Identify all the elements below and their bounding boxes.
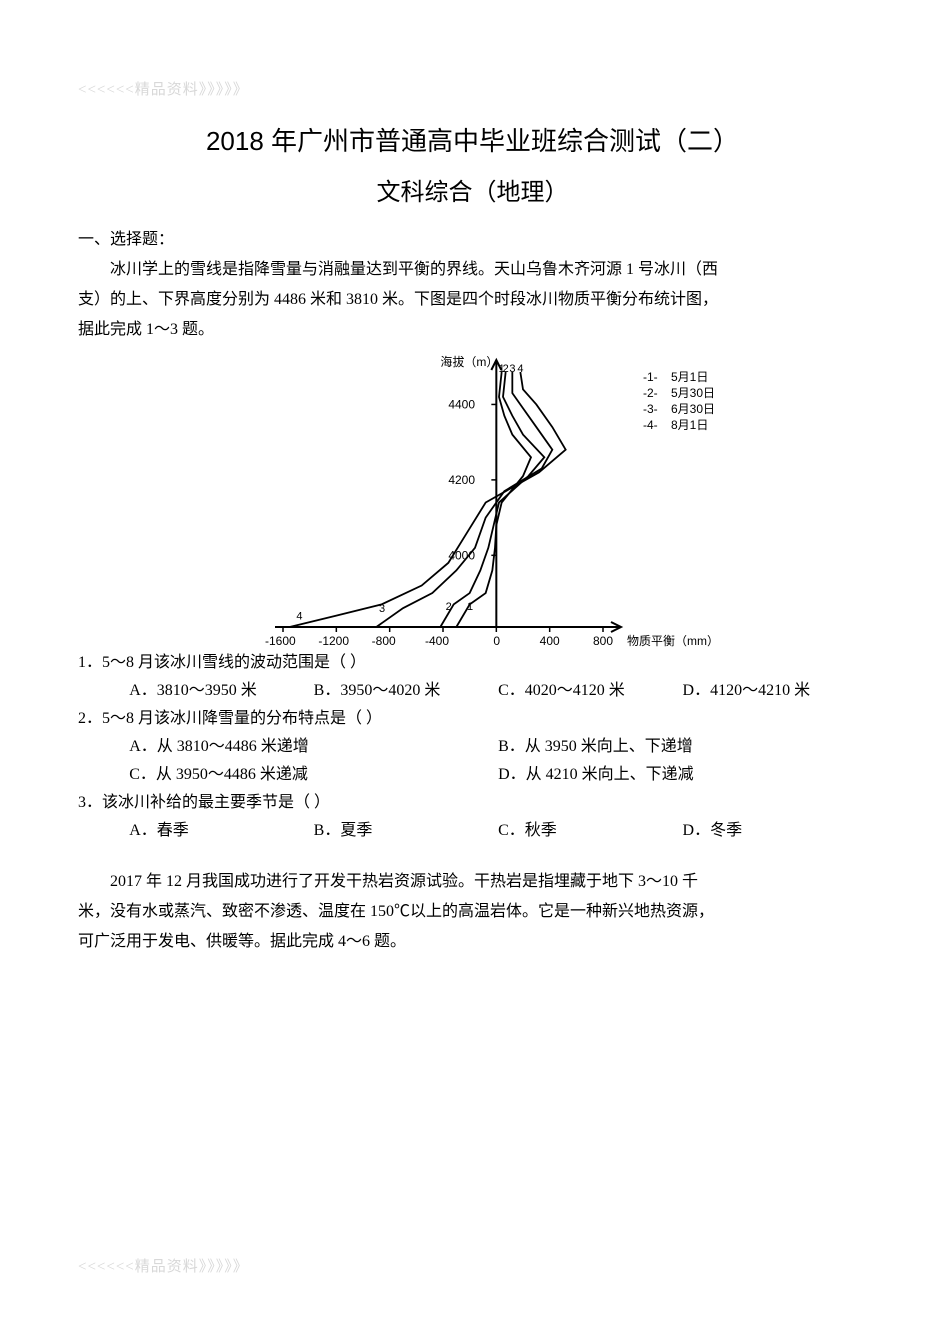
svg-text:400: 400 [539, 634, 559, 647]
svg-text:5月30日: 5月30日 [671, 386, 715, 400]
svg-text:4: 4 [296, 610, 302, 622]
q2-prompt: 2．5～8 月该冰川降雪量的分布特点是（ ） [78, 705, 867, 733]
svg-text:0: 0 [493, 634, 500, 647]
svg-text:-1600: -1600 [265, 634, 296, 647]
svg-text:2: 2 [502, 363, 508, 375]
svg-text:3: 3 [379, 603, 385, 615]
q2-opt-b: B．从 3950 米向上、下递增 [498, 733, 867, 761]
intro-line-3: 据此完成 1～3 题。 [78, 315, 867, 345]
svg-text:-1200: -1200 [318, 634, 349, 647]
svg-text:2: 2 [445, 601, 451, 613]
q3-opt-a: A．春季 [129, 817, 313, 845]
section-heading: 一、选择题： [78, 225, 867, 255]
q1-options: A．3810～3950 米 B．3950～4020 米 C．4020～4120 … [129, 677, 867, 705]
q2-opt-a: A．从 3810～4486 米递增 [129, 733, 498, 761]
svg-text:3: 3 [509, 363, 515, 375]
q1-opt-c: C．4020～4120 米 [498, 677, 682, 705]
svg-text:4400: 4400 [448, 397, 475, 411]
q2-options-row1: A．从 3810～4486 米递增 B．从 3950 米向上、下递增 [129, 733, 867, 761]
svg-text:4200: 4200 [448, 473, 475, 487]
q3-opt-c: C．秋季 [498, 817, 682, 845]
q2-options-row2: C．从 3950～4486 米递减 D．从 4210 米向上、下递减 [129, 761, 867, 789]
q2-opt-c: C．从 3950～4486 米递减 [129, 761, 498, 789]
para2-line-1: 2017 年 12 月我国成功进行了开发干热岩资源试验。干热岩是指埋藏于地下 3… [78, 867, 867, 897]
q3-opt-b: B．夏季 [314, 817, 498, 845]
q1-prompt: 1．5～8 月该冰川雪线的波动范围是（ ） [78, 649, 867, 677]
page-title-1: 2018 年广州市普通高中毕业班综合测试（二） [78, 121, 867, 158]
svg-text:-800: -800 [371, 634, 395, 647]
svg-text:-400: -400 [425, 634, 449, 647]
svg-text:-4-: -4- [643, 418, 658, 432]
svg-text:-1-: -1- [643, 370, 658, 384]
q1-opt-b: B．3950～4020 米 [314, 677, 498, 705]
svg-text:-2-: -2- [643, 386, 658, 400]
glacier-chart: 400042004400-1600-1200-800-4000400800海拔（… [78, 347, 867, 647]
svg-text:海拔（m）: 海拔（m） [440, 354, 498, 369]
svg-text:1: 1 [467, 601, 473, 613]
page-title-2: 文科综合（地理） [78, 172, 867, 207]
intro-line-2: 支）的上、下界高度分别为 4486 米和 3810 米。下图是四个时段冰川物质平… [78, 285, 867, 315]
header-watermark: <<<<<<精品资料》》》》》 [78, 78, 867, 99]
q2-opt-d: D．从 4210 米向上、下递减 [498, 761, 867, 789]
q3-prompt: 3．该冰川补给的最主要季节是（ ） [78, 789, 867, 817]
intro-line-1: 冰川学上的雪线是指降雪量与消融量达到平衡的界线。天山乌鲁木齐河源 1 号冰川（西 [78, 255, 867, 285]
para2-line-2: 米，没有水或蒸汽、致密不渗透、温度在 150℃以上的高温岩体。它是一种新兴地热资… [78, 897, 867, 927]
q1-opt-a: A．3810～3950 米 [129, 677, 313, 705]
svg-text:5月1日: 5月1日 [671, 370, 708, 384]
footer-watermark: <<<<<<精品资料》》》》》 [78, 1255, 249, 1276]
svg-text:-3-: -3- [643, 402, 658, 416]
svg-text:4: 4 [517, 363, 523, 375]
q1-opt-d: D．4120～4210 米 [683, 677, 867, 705]
svg-text:800: 800 [593, 634, 613, 647]
svg-text:物质平衡（mm）: 物质平衡（mm） [627, 634, 719, 647]
q3-options: A．春季 B．夏季 C．秋季 D．冬季 [129, 817, 867, 845]
q3-opt-d: D．冬季 [683, 817, 867, 845]
svg-text:6月30日: 6月30日 [671, 402, 715, 416]
para2-line-3: 可广泛用于发电、供暖等。据此完成 4～6 题。 [78, 927, 867, 957]
svg-text:8月1日: 8月1日 [671, 418, 708, 432]
